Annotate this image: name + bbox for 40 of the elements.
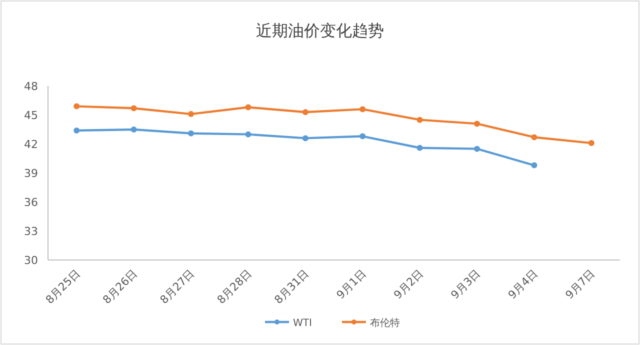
x-tick-label: 9月4日 [506, 266, 540, 302]
point [474, 120, 480, 127]
legend-label: WTI [293, 318, 312, 329]
point [74, 127, 80, 134]
y-tick-label: 36 [24, 196, 38, 209]
point [531, 134, 538, 140]
y-tick-label: 39 [24, 167, 38, 180]
x-tick-label: 9月2日 [391, 266, 426, 302]
point [416, 144, 423, 151]
point [245, 104, 252, 110]
point [588, 140, 594, 146]
point [74, 103, 80, 110]
point [130, 126, 137, 132]
x-tick-label: 8月31日 [272, 266, 312, 307]
chart-title: 近期油价变化趋势 [256, 21, 384, 40]
x-tick-label: 8月27日 [158, 266, 198, 307]
x-tick-label: 9月3日 [448, 266, 484, 302]
point [416, 116, 423, 123]
y-tick-label: 33 [24, 225, 38, 238]
y-tick-label: 48 [24, 80, 38, 93]
x-tick-label: 9月7日 [562, 266, 598, 302]
y-tick-label: 30 [24, 254, 38, 267]
point [188, 130, 194, 136]
x-tick-label: 8月28日 [214, 266, 254, 307]
point [245, 131, 252, 138]
point [188, 111, 194, 118]
y-tick-label: 42 [24, 138, 38, 151]
point [360, 133, 366, 140]
point [130, 105, 137, 112]
x-tick-label: 9月1日 [334, 266, 369, 302]
legend-label: 布伦特 [370, 317, 400, 329]
y-tick-label: 45 [24, 109, 38, 122]
point [302, 135, 308, 142]
x-tick-label: 8月25日 [43, 266, 83, 307]
point [474, 146, 480, 152]
legend-布伦特: 布伦特 [342, 318, 400, 329]
point [360, 106, 366, 112]
x-tick-label: 8月26日 [100, 266, 140, 307]
point [531, 162, 538, 168]
point [302, 109, 308, 116]
